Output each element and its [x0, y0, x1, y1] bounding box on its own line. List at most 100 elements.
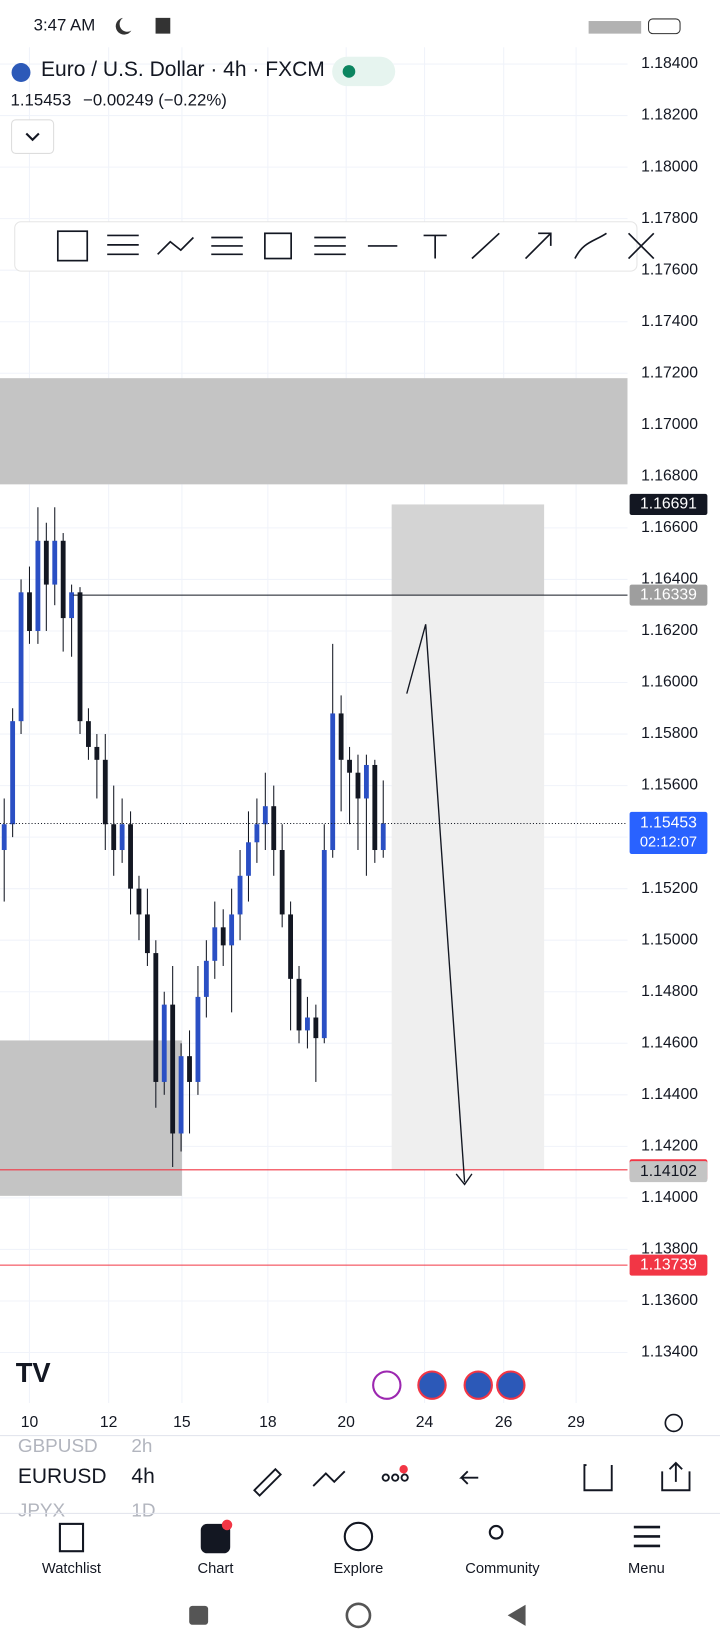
draw-icon[interactable]	[253, 1467, 282, 1497]
symbol-current[interactable]: EURUSD	[18, 1465, 107, 1488]
tool-ray[interactable]	[471, 232, 500, 260]
tool-pattern[interactable]	[314, 236, 346, 256]
candle-body	[10, 721, 16, 825]
tool-grid[interactable]	[56, 230, 89, 262]
candle-body	[288, 914, 294, 979]
flag-icon	[11, 63, 31, 82]
candle-body	[279, 850, 285, 915]
zone	[0, 378, 628, 485]
interval-next[interactable]: 1D	[131, 1500, 155, 1521]
status-pill[interactable]	[332, 56, 396, 87]
notification-dot	[221, 1519, 233, 1531]
arrow-head	[455, 1173, 473, 1186]
overlay: 3:47 AM Euro / U.S. Dollar · 4h · FXCM 1…	[0, 16, 720, 1629]
chart-icon[interactable]	[200, 1523, 231, 1554]
interval-current[interactable]: 4h	[131, 1465, 154, 1488]
y-tick-label: 1.17200	[641, 364, 698, 381]
nav-label[interactable]: Community	[465, 1561, 540, 1577]
y-tick-label: 1.13800	[641, 1241, 698, 1258]
position-target	[391, 595, 545, 1170]
tool-rect[interactable]	[264, 232, 292, 260]
more-icon[interactable]	[381, 1473, 390, 1482]
candle-body	[372, 764, 378, 851]
indicator-icon[interactable]	[372, 1370, 402, 1400]
candle-body	[338, 713, 344, 760]
candle-body	[262, 806, 268, 825]
candle-body	[254, 824, 260, 843]
y-tick-label: 1.15200	[641, 880, 698, 897]
y-tick-label: 1.17000	[641, 416, 698, 433]
candle-body	[178, 1056, 184, 1134]
nav-label[interactable]: Chart	[197, 1561, 233, 1577]
market-open-dot	[342, 65, 356, 78]
price-tag	[629, 1254, 708, 1276]
indicator-icon[interactable]	[417, 1370, 447, 1400]
candle-body	[119, 824, 125, 851]
price-tag-label: 1.16339	[640, 586, 697, 603]
indicator-icon[interactable]	[496, 1370, 526, 1400]
share-icon[interactable]	[661, 1461, 691, 1492]
expand-button[interactable]	[11, 119, 55, 154]
fullscreen-icon[interactable]	[583, 1464, 613, 1492]
tool-trend[interactable]	[157, 236, 194, 255]
menu-icon[interactable]	[633, 1525, 661, 1548]
candle-body	[229, 914, 235, 946]
tool-fib[interactable]	[211, 236, 243, 256]
candle-body	[111, 824, 117, 851]
candle-body	[86, 721, 91, 747]
y-tick-label: 1.17800	[641, 210, 698, 227]
candle-body	[212, 927, 218, 961]
symbol-prev[interactable]: GBPUSD	[18, 1436, 98, 1457]
nav-label[interactable]: Menu	[628, 1561, 665, 1577]
community-icon[interactable]	[488, 1524, 504, 1540]
settings-icon[interactable]	[664, 1413, 684, 1433]
candle-body	[60, 540, 66, 619]
y-tick-label: 1.16200	[641, 622, 698, 639]
symbol-next[interactable]: JPYX	[18, 1500, 66, 1521]
sys-home[interactable]	[345, 1602, 372, 1629]
y-tick-label: 1.13400	[641, 1344, 698, 1361]
x-tick-label: 10	[21, 1414, 39, 1431]
candle-body	[330, 713, 336, 851]
candle-body	[313, 1017, 319, 1039]
candle-body	[52, 540, 58, 585]
undo-icon[interactable]	[459, 1470, 479, 1485]
tool-arrow[interactable]	[524, 232, 552, 260]
tool-brush[interactable]	[574, 232, 607, 259]
y-tick-label: 1.13600	[641, 1292, 698, 1309]
candle-body	[69, 592, 75, 619]
candle-body	[77, 592, 83, 722]
price-tag	[629, 493, 708, 515]
sys-back[interactable]	[507, 1604, 526, 1626]
watchlist-icon[interactable]	[58, 1522, 85, 1553]
notification-dot	[399, 1465, 408, 1474]
interval-prev[interactable]: 2h	[131, 1436, 152, 1457]
y-tick-label: 1.18000	[641, 158, 698, 175]
x-tick-label: 24	[416, 1414, 434, 1431]
y-tick-label: 1.15000	[641, 931, 698, 948]
price-change: −0.00249 (−0.22%)	[83, 90, 227, 109]
indicator-icon[interactable]	[463, 1370, 493, 1400]
tool-lines[interactable]	[107, 234, 139, 256]
nav-label[interactable]: Explore	[333, 1561, 383, 1577]
candle-body	[170, 1004, 176, 1134]
sys-recent[interactable]	[189, 1605, 209, 1625]
y-tick-label: 1.18400	[641, 55, 698, 72]
candle-body	[321, 850, 327, 1039]
icon-moon	[115, 17, 132, 35]
y-tick-label: 1.16600	[641, 519, 698, 536]
candle-body	[43, 540, 49, 585]
tool-close[interactable]	[627, 232, 655, 260]
explore-icon[interactable]	[343, 1521, 374, 1552]
toolbar-icons	[56, 230, 655, 262]
position-stop	[391, 504, 545, 596]
candle-body	[153, 953, 159, 1082]
tool-text[interactable]	[423, 234, 447, 259]
candle-body	[380, 823, 386, 851]
x-tick-label: 26	[495, 1414, 513, 1431]
nav-label[interactable]: Watchlist	[42, 1561, 101, 1577]
action-icons	[253, 1461, 691, 1497]
indicators-icon[interactable]	[312, 1470, 346, 1487]
